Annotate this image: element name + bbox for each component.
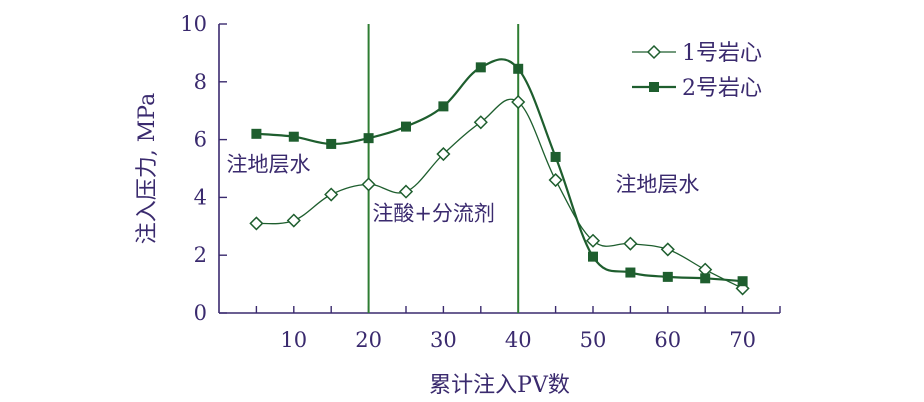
y-tick-label: 0 — [194, 301, 207, 325]
series-2-point — [700, 273, 711, 284]
stage-annotation: 注地层水 — [226, 152, 310, 176]
series-2-point — [513, 63, 524, 74]
legend-marker-2 — [649, 82, 659, 92]
series-1-point — [473, 115, 488, 130]
legend-label-1: 1号岩心 — [682, 41, 762, 66]
series-2-point — [326, 138, 337, 149]
series-2-line — [256, 58, 743, 283]
series-1-point — [324, 187, 339, 202]
x-tick-label: 10 — [280, 328, 307, 352]
series-1-point — [249, 216, 264, 231]
y-tick-label: 2 — [194, 243, 207, 267]
series-1-point — [511, 94, 526, 110]
y-tick-label: 4 — [194, 185, 207, 209]
x-axis-title: 累计注入PV数 — [429, 373, 570, 398]
legend-label-2: 2号岩心 — [682, 76, 762, 101]
series-2-point — [363, 133, 374, 144]
series-2-point — [625, 267, 636, 278]
series-1-point — [585, 233, 601, 248]
x-tick-label: 20 — [355, 328, 382, 352]
series-1-point — [286, 213, 301, 228]
y-axis-title: 注入压力, MPa — [135, 93, 160, 244]
series-2-point — [475, 62, 486, 73]
x-tick-label: 70 — [729, 328, 756, 352]
series-1-point — [548, 172, 563, 188]
series-1-point — [398, 184, 414, 199]
series-2-point — [550, 151, 561, 162]
series-2-point — [662, 271, 673, 282]
series-2-point — [438, 101, 449, 112]
series-2-point — [288, 131, 299, 142]
series-1-point — [436, 146, 451, 162]
series-1-point — [361, 177, 376, 192]
x-tick-label: 50 — [580, 328, 607, 352]
y-tick-label: 10 — [180, 12, 207, 36]
y-tick-label: 8 — [194, 70, 207, 94]
series-2-point — [588, 251, 598, 262]
series-1-line — [256, 98, 743, 290]
series-2-point — [401, 121, 411, 132]
stage-annotation: 注酸+分流剂 — [372, 202, 495, 226]
x-tick-label: 30 — [430, 328, 457, 352]
series-2-point — [737, 276, 748, 287]
x-tick-label: 60 — [654, 328, 681, 352]
stage-annotation: 注地层水 — [615, 173, 699, 197]
x-tick-label: 40 — [505, 328, 532, 352]
series-2-point — [251, 128, 262, 139]
series-1-point — [623, 236, 638, 251]
legend-marker-1 — [646, 44, 662, 60]
y-tick-label: 6 — [194, 128, 207, 152]
series-1-point — [660, 242, 675, 257]
